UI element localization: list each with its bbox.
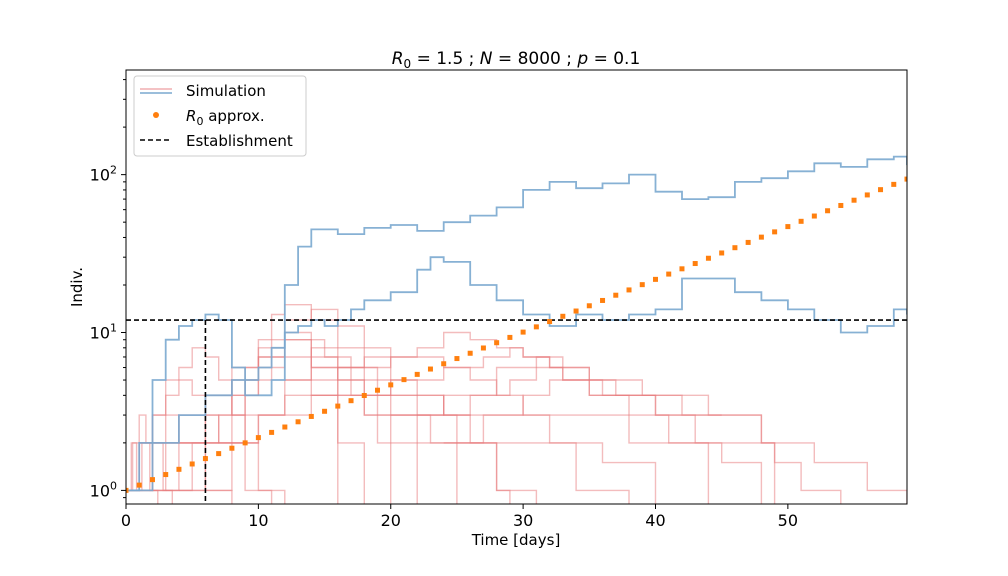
x-tick-label: 10 <box>248 511 268 530</box>
x-tick-label: 30 <box>513 511 533 530</box>
r0-approx-point <box>269 429 275 435</box>
legend-simulation-label: Simulation <box>186 82 266 100</box>
r0-approx-point <box>772 229 778 235</box>
r0-approx-point <box>745 239 751 245</box>
x-axis-label: Time [days] <box>471 531 561 549</box>
r0-approx-point <box>692 261 698 267</box>
simulation-established-line-1 <box>126 256 907 492</box>
r0-approx-point <box>533 324 539 330</box>
r0-approx-point <box>480 345 486 351</box>
r0-approx-point <box>904 176 907 182</box>
legend-approx-label: R0 approx. <box>186 107 265 128</box>
r0-approx-point <box>454 356 460 362</box>
r0-approx-point <box>136 482 142 488</box>
r0-approx-point <box>467 350 473 356</box>
y-tick-label: 100 <box>90 479 117 500</box>
legend: Simulation R0 approx. Establishment <box>133 75 307 157</box>
r0-approx-point <box>613 292 619 298</box>
r0-approx-point <box>600 297 606 303</box>
r0-approx-point <box>719 250 725 256</box>
legend-box <box>133 75 307 157</box>
r0-approx-point <box>348 398 354 404</box>
chart-title: R0 = 1.5 ; N = 8000 ; p = 0.1 <box>392 49 641 71</box>
r0-approx-point <box>626 287 632 293</box>
r0-approx-point <box>825 208 831 214</box>
r0-approx-point <box>878 187 884 193</box>
r0-approx-point <box>851 197 857 203</box>
r0-approx-point <box>666 271 672 277</box>
simulation-established-line-0 <box>126 155 907 492</box>
r0-approx-point <box>322 408 328 414</box>
simulation-extinct-line-9 <box>152 304 458 504</box>
x-axis: 0 10 20 30 40 50 <box>121 504 798 530</box>
r0-approx-point <box>705 255 711 261</box>
r0-approx-point <box>163 472 169 478</box>
r0-approx-point <box>216 451 222 457</box>
r0-approx-point <box>639 282 645 288</box>
r0-approx-point <box>652 276 658 282</box>
r0-approx-point <box>176 466 182 472</box>
r0-approx-point <box>785 224 791 230</box>
r0-approx-point <box>427 366 433 372</box>
r0-approx-point <box>507 334 513 340</box>
r0-approx-point <box>732 245 738 251</box>
r0-approx-point <box>202 456 208 462</box>
simulation-extinct-line-2 <box>128 414 233 504</box>
simulation-extinct-line-19 <box>443 379 907 504</box>
x-tick-label: 0 <box>121 511 131 530</box>
r0-approx-point <box>838 202 844 208</box>
r0-approx-point <box>414 371 420 377</box>
r0-approx-point <box>494 340 500 346</box>
r0-approx-point <box>308 413 314 419</box>
x-tick-label: 50 <box>778 511 798 530</box>
r0-approx-point <box>891 181 897 187</box>
r0-approx-point <box>864 192 870 198</box>
r0-approx-point <box>149 477 155 483</box>
r0-approx-point <box>375 387 381 393</box>
legend-approx-marker <box>153 112 159 118</box>
r0-approx-point <box>811 213 817 219</box>
r0-approx-point <box>586 303 592 309</box>
r0-approx-point <box>229 445 235 451</box>
r0-approx-point <box>126 487 129 493</box>
r0-approx-point <box>295 419 301 425</box>
r0-approx-point <box>798 218 804 224</box>
y-tick-label: 101 <box>90 322 117 343</box>
r0-approx-point <box>401 377 407 383</box>
y-axis: 100 101 102 <box>90 79 126 500</box>
r0-approx-point <box>547 319 553 325</box>
plot-frame <box>125 69 908 505</box>
legend-establishment-label: Establishment <box>186 132 293 150</box>
r0-approx-point <box>388 382 394 388</box>
simulation-extinct-line-17 <box>390 356 722 416</box>
x-tick-label: 40 <box>645 511 665 530</box>
r0-approx-point <box>242 440 248 446</box>
r0-approx-point <box>189 461 195 467</box>
r0-approx-point <box>361 393 367 399</box>
r0-approx-point <box>335 403 341 409</box>
plot-area <box>126 155 907 504</box>
r0-approx-point <box>441 361 447 367</box>
r0-approx-point <box>282 424 288 430</box>
r0-approx-point <box>573 308 579 314</box>
r0-approx-point <box>255 435 261 441</box>
y-axis-label: Indiv. <box>68 267 86 307</box>
x-tick-label: 20 <box>381 511 401 530</box>
r0-approx-point <box>758 234 764 240</box>
r0-approx-point <box>560 313 566 319</box>
r0-approx-point <box>679 266 685 272</box>
r0-approx-point <box>520 329 526 335</box>
y-tick-label: 102 <box>90 164 117 185</box>
simulation-extinct-line-8 <box>139 331 418 504</box>
